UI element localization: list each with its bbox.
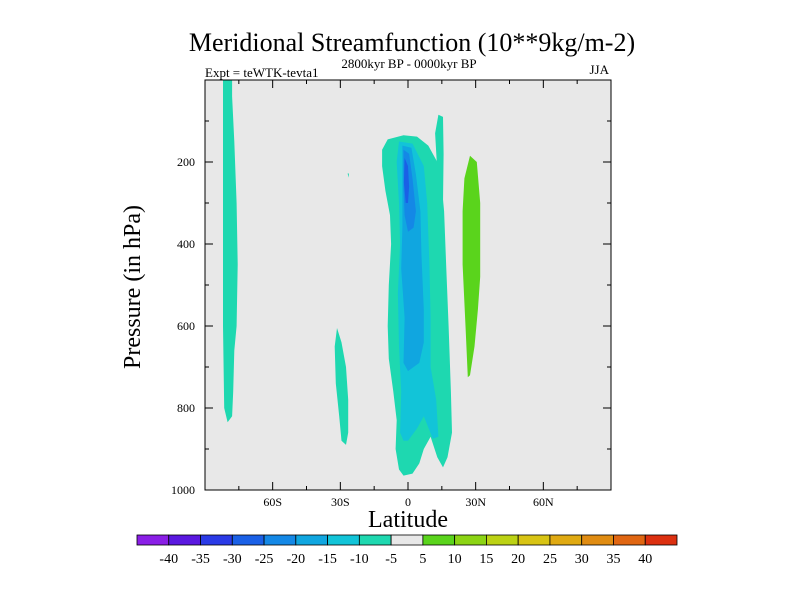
colorbar-swatch: [295, 534, 328, 546]
x-tick-label: 30S: [331, 495, 350, 509]
colorbar-label: -40: [159, 552, 178, 567]
colorbar-label: -20: [286, 552, 305, 567]
colorbar-label: -25: [255, 552, 274, 567]
x-tick-label: 30N: [465, 495, 486, 509]
colorbar-swatch: [581, 534, 614, 546]
colorbar-swatch: [422, 534, 456, 546]
colorbar-swatch: [486, 534, 519, 546]
colorbar-swatch: [517, 534, 551, 546]
colorbar-label: -15: [318, 552, 337, 567]
colorbar-swatch: [136, 534, 170, 546]
colorbar-label: 40: [638, 552, 652, 567]
contour-region-speck-30S: [347, 173, 349, 178]
colorbar-label: 35: [606, 552, 620, 567]
y-tick-label: 600: [177, 319, 195, 333]
contour-regions: [223, 80, 481, 476]
contour-region-polar-south-cell: [223, 80, 238, 423]
experiment-label: Expt = teWTK-tevta1: [205, 65, 318, 80]
colorbar-label: -30: [223, 552, 242, 567]
x-tick-label: 0: [405, 495, 411, 509]
y-tick-label: 1000: [171, 483, 195, 497]
y-axis-label: Pressure (in hPa): [120, 205, 146, 369]
y-axis-ticks: 200 400 600 800 1000: [171, 120, 611, 497]
x-tick-label: 60N: [533, 495, 554, 509]
colorbar-swatch: [644, 534, 678, 546]
colorbar-swatch: [549, 534, 583, 546]
colorbar-label: -35: [191, 552, 210, 567]
colorbar-label: -5: [385, 552, 397, 567]
colorbar-swatch: [454, 534, 487, 546]
colorbar-swatch: [358, 534, 392, 546]
contour-region-tropical-cell-core: [403, 157, 410, 203]
colorbar-swatch: [263, 534, 297, 546]
y-tick-label: 400: [177, 237, 195, 251]
contour-region-midlat-south-blob: [334, 328, 349, 445]
x-tick-label: 60S: [263, 495, 282, 509]
colorbar-swatch: [168, 534, 201, 546]
colorbar-label: 25: [543, 552, 557, 567]
colorbar-swatch: [200, 534, 233, 546]
colorbar-swatch: [231, 534, 265, 546]
x-axis-ticks: 60S 30S 0 30N 60N: [238, 80, 578, 509]
colorbar-label: 20: [511, 552, 525, 567]
colorbar-label: 15: [479, 552, 493, 567]
y-tick-label: 200: [177, 155, 195, 169]
contour-region-subtropical-north-cell: [462, 155, 481, 378]
contour-region-tropical-arm-north: [435, 114, 444, 265]
y-tick-label: 800: [177, 401, 195, 415]
chart-title: Meridional Streamfunction (10**9kg/m-2): [189, 28, 635, 57]
colorbar-swatch: [613, 534, 646, 546]
x-axis-label: Latitude: [368, 507, 448, 533]
colorbar-label: 30: [575, 552, 589, 567]
colorbar-swatch: [390, 534, 424, 546]
colorbar-label: -10: [350, 552, 369, 567]
colorbar: -40 -35 -30 -25 -20 -15 -10 -5 5 10 15 20 25 30 35 40: [136, 534, 678, 567]
colorbar-label: 5: [419, 552, 426, 567]
season-label: JJA: [589, 62, 609, 77]
time-range-label: 2800kyr BP - 0000kyr BP: [341, 56, 476, 71]
plot-area: 60S 30S 0 30N 60N 200 400 600 800 1000: [171, 79, 612, 509]
colorbar-label: 10: [448, 552, 462, 567]
colorbar-swatch: [327, 534, 360, 546]
